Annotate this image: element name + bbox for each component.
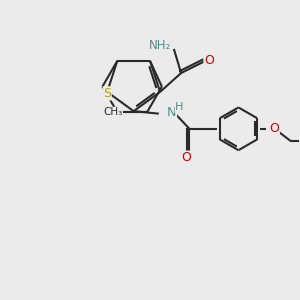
Text: O: O: [269, 122, 279, 135]
Text: S: S: [103, 87, 111, 100]
Text: N: N: [167, 106, 176, 119]
Text: NH₂: NH₂: [148, 39, 171, 52]
Text: H: H: [175, 102, 184, 112]
Text: CH₃: CH₃: [103, 107, 122, 117]
Text: O: O: [204, 54, 214, 67]
Text: O: O: [181, 151, 191, 164]
